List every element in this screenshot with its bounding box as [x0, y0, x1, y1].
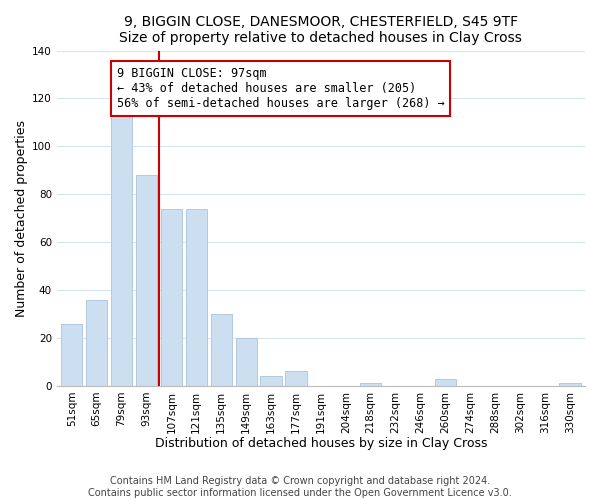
Text: Contains HM Land Registry data © Crown copyright and database right 2024.
Contai: Contains HM Land Registry data © Crown c… [88, 476, 512, 498]
Bar [559, 384, 581, 386]
Bar [86, 300, 107, 386]
Text: 9 BIGGIN CLOSE: 97sqm
← 43% of detached houses are smaller (205)
56% of semi-det: 9 BIGGIN CLOSE: 97sqm ← 43% of detached … [116, 68, 445, 110]
Bar [211, 314, 232, 386]
Bar [111, 103, 132, 386]
Bar [435, 378, 456, 386]
X-axis label: Distribution of detached houses by size in Clay Cross: Distribution of detached houses by size … [155, 437, 487, 450]
Bar [260, 376, 281, 386]
Bar [236, 338, 257, 386]
Y-axis label: Number of detached properties: Number of detached properties [15, 120, 28, 316]
Title: 9, BIGGIN CLOSE, DANESMOOR, CHESTERFIELD, S45 9TF
Size of property relative to d: 9, BIGGIN CLOSE, DANESMOOR, CHESTERFIELD… [119, 15, 523, 45]
Bar [61, 324, 82, 386]
Bar [186, 208, 207, 386]
Bar [161, 208, 182, 386]
Bar [360, 384, 382, 386]
Bar [136, 175, 157, 386]
Bar [286, 372, 307, 386]
